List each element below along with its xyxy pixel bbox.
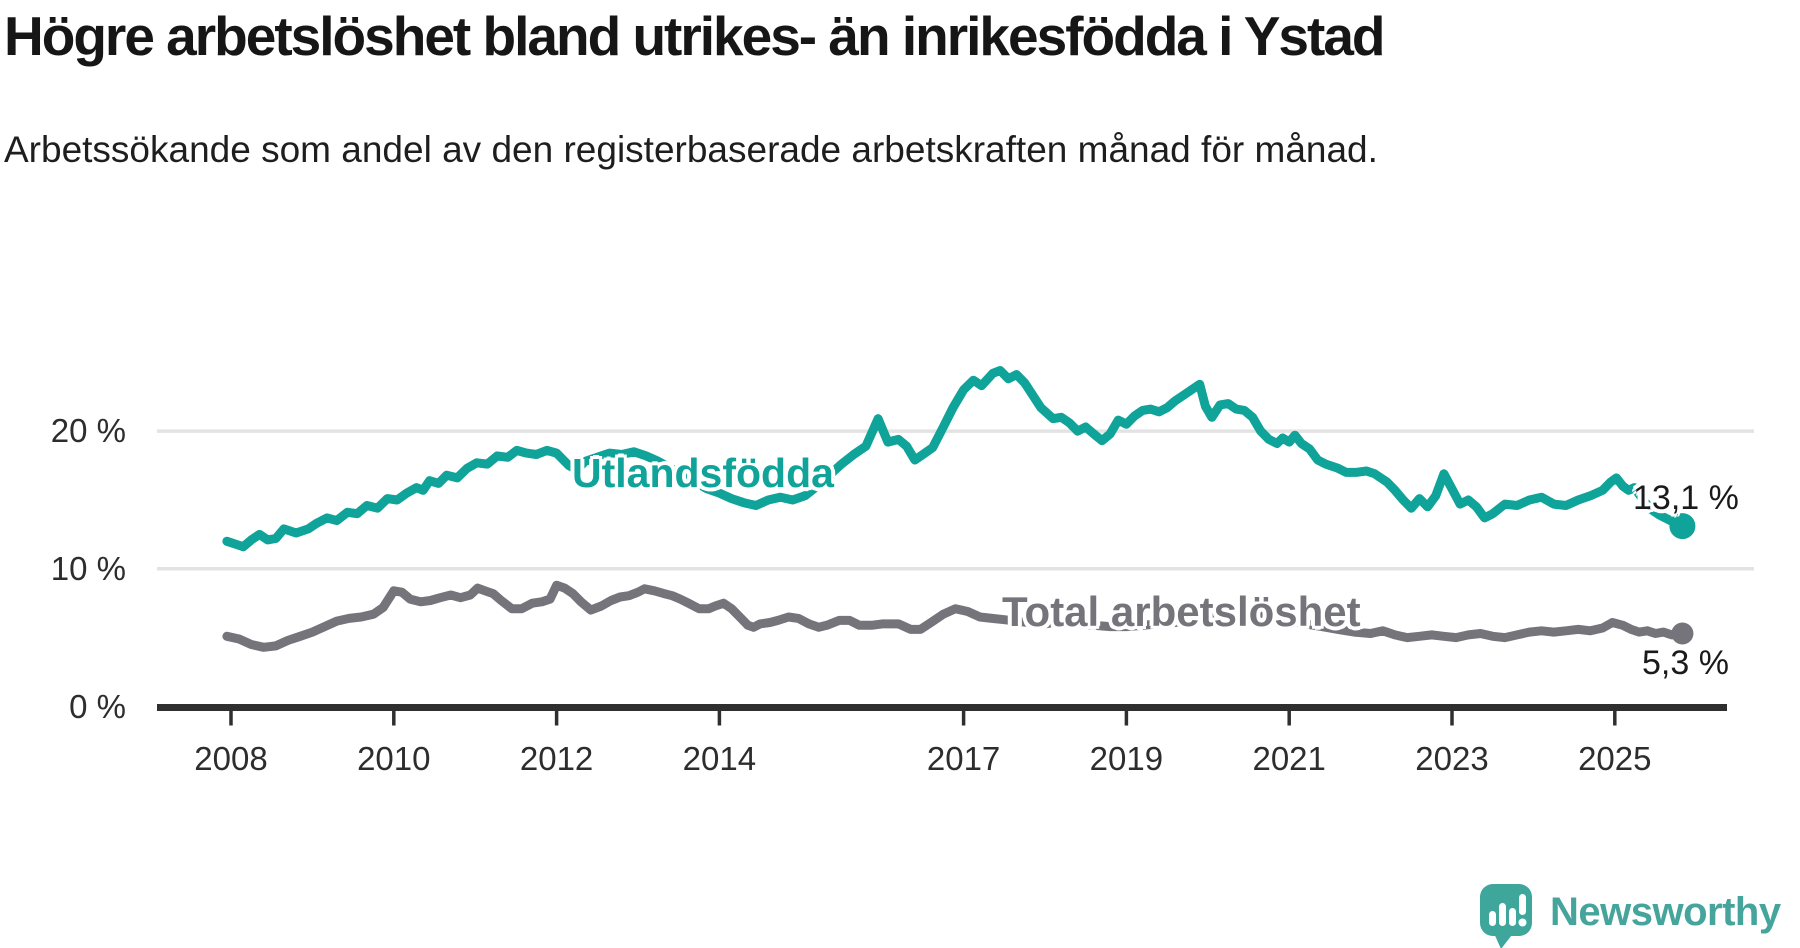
- chart-subtitle: Arbetssökande som andel av den registerb…: [4, 129, 1378, 170]
- x-axis-tick-label: 2021: [1252, 740, 1326, 777]
- series-label-total-arbetsloshet: Total arbetslöshet: [1002, 588, 1361, 635]
- newsworthy-logo-text: Newsworthy: [1550, 890, 1781, 934]
- series-end-dot-utlandsfodda: [1669, 513, 1696, 540]
- x-axis-tick-label: 2019: [1089, 740, 1164, 777]
- page-title: Högre arbetslöshet bland utrikes- än inr…: [4, 5, 1386, 67]
- series-line-utlandsfodda: [222, 366, 1687, 552]
- series-label-utlandsfodda: Utlandsfödda: [572, 450, 834, 496]
- x-axis-tick-label: 2008: [194, 740, 268, 777]
- x-axis-tick-label: 2023: [1415, 740, 1489, 777]
- x-axis-tick-label: 2010: [357, 740, 431, 777]
- y-axis-tick-label: 0 %: [69, 687, 126, 725]
- newsworthy-bubble-chart-icon: [1480, 884, 1532, 948]
- series-end-dot-total: [1671, 622, 1694, 645]
- newsworthy-logo[interactable]: Newsworthy: [1480, 884, 1781, 948]
- y-axis-tick-label: 10 %: [50, 549, 126, 587]
- end-value-label-total: 5,3 %: [1642, 644, 1729, 682]
- x-axis-tick-label: 2025: [1578, 740, 1652, 777]
- end-value-label-utlandsfodda: 13,1 %: [1633, 479, 1739, 517]
- y-axis-tick-label: 20 %: [50, 412, 126, 450]
- x-axis-tick-label: 2017: [926, 740, 1001, 777]
- x-axis-tick-label: 2012: [519, 740, 594, 777]
- series-line-total: [222, 580, 1687, 652]
- x-axis-tick-label: 2014: [682, 740, 757, 777]
